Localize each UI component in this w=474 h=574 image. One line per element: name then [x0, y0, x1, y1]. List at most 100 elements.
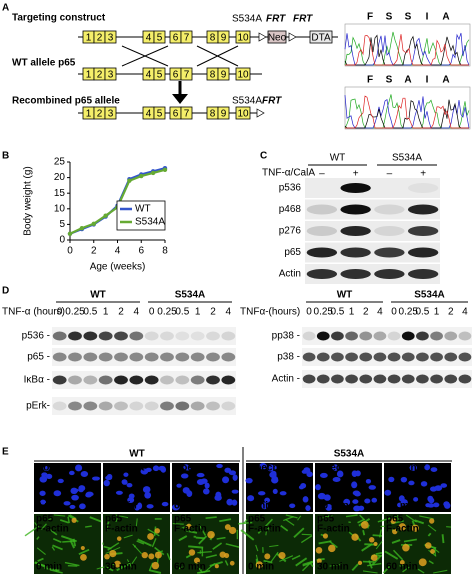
actin-fiber	[203, 562, 216, 574]
data-point	[91, 221, 96, 226]
nucleus	[72, 488, 79, 493]
nucleus	[388, 476, 395, 483]
nucleus	[146, 504, 154, 509]
exon-label: 9	[221, 109, 227, 120]
exon-label: 7	[184, 70, 190, 81]
actin-fiber	[295, 557, 308, 567]
time-label: 0 min	[248, 501, 274, 512]
actin-fiber	[301, 560, 313, 572]
actin-fiber	[137, 538, 152, 547]
actin-fiber	[212, 542, 223, 550]
frt-label: FRT	[262, 96, 282, 107]
nucleus	[144, 491, 152, 499]
exon	[153, 106, 166, 120]
nucleus	[264, 497, 271, 503]
p65-signal	[224, 552, 230, 559]
p65-signal	[207, 530, 215, 539]
nucleus	[142, 486, 151, 493]
crossover	[196, 45, 239, 67]
p65-signal	[147, 533, 154, 540]
nucleus	[354, 491, 361, 497]
actin-fiber	[399, 563, 404, 568]
time-label: 60 min	[386, 562, 418, 573]
actin-fiber	[47, 517, 53, 521]
p65-signal	[360, 520, 369, 529]
nucleus	[270, 470, 277, 476]
actin-fiber	[345, 514, 358, 518]
nucleus	[245, 477, 253, 484]
actin-fiber	[285, 518, 295, 526]
nucleus	[232, 474, 238, 481]
actin-fiber	[362, 570, 378, 574]
nucleus	[257, 491, 266, 496]
actin-fiber	[367, 562, 382, 567]
frt-label: FRT	[266, 14, 286, 25]
blot-band	[374, 269, 405, 279]
nucleus	[429, 486, 438, 492]
nucleus	[106, 473, 113, 480]
actin-fiber	[154, 546, 165, 556]
actin-fiber	[216, 536, 226, 540]
blot-band	[68, 331, 82, 341]
nucleus	[400, 499, 408, 506]
exon-label: 7	[184, 109, 190, 120]
actin-fiber	[384, 550, 399, 560]
p65-signal	[430, 549, 435, 554]
time-label: 1	[195, 307, 201, 318]
p65-signal	[109, 549, 117, 558]
stain-label: p65	[174, 514, 192, 525]
y-axis-label: Body weight (g)	[23, 166, 34, 235]
blot-band	[83, 401, 98, 411]
chromatogram	[344, 86, 471, 130]
time-label: 4	[462, 307, 468, 318]
time-label: 30 min	[105, 562, 137, 573]
blot-band	[374, 226, 405, 236]
mutation-label: S534A	[232, 14, 262, 25]
p65-signal	[255, 561, 263, 569]
time-label: 2	[210, 307, 216, 318]
blot-row-label: p38 -	[277, 352, 300, 363]
actin-fiber	[188, 545, 204, 549]
neo-label: Neo	[268, 33, 287, 44]
time-label: 60 min	[386, 501, 418, 512]
actin-fiber	[328, 540, 338, 549]
nucleus	[351, 481, 358, 489]
condition-label: +	[420, 169, 426, 180]
nucleus	[40, 499, 46, 505]
blot-band	[387, 374, 401, 384]
blot-band	[373, 352, 387, 362]
treatment-label: TNFα-(hours)	[240, 307, 300, 318]
blot-band	[83, 375, 98, 385]
sequence-letter: F	[367, 75, 373, 86]
treatment-label: TNF-α (hours)	[2, 307, 65, 318]
time-label: 0	[57, 307, 63, 318]
x-tick-label: 6	[138, 246, 144, 257]
actin-fiber	[402, 566, 410, 573]
blot-band	[316, 352, 330, 362]
nucleus	[305, 505, 311, 512]
actin-fiber	[205, 516, 217, 519]
blot-band	[331, 331, 344, 341]
p65-signal	[154, 528, 160, 534]
nucleus	[161, 501, 169, 507]
nucleus	[214, 494, 222, 501]
actin-fiber	[257, 529, 263, 534]
nucleus	[228, 470, 237, 476]
neo-cassette	[267, 30, 287, 44]
time-label: 2	[448, 307, 454, 318]
blot-strip	[302, 370, 472, 388]
trace	[344, 95, 470, 129]
blot-band	[373, 331, 387, 341]
blot-band	[160, 375, 174, 385]
exon-label: 2	[97, 109, 103, 120]
blot-band	[175, 375, 190, 385]
nucleus	[57, 478, 64, 484]
nucleus	[272, 488, 278, 494]
blot-row-label: p468	[279, 204, 302, 215]
blot-band	[221, 331, 236, 341]
actin-fiber	[405, 514, 417, 523]
nucleus	[430, 467, 438, 472]
exon	[217, 67, 230, 81]
actin-fiber	[49, 529, 58, 536]
frt-site	[258, 32, 267, 42]
